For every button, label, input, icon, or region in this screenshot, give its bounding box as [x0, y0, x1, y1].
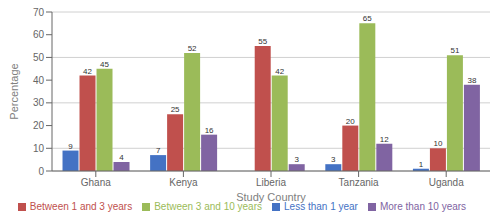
- svg-text:4: 4: [119, 153, 124, 162]
- svg-text:70: 70: [33, 7, 45, 18]
- svg-text:42: 42: [83, 67, 92, 76]
- html-text:More than 10 years: More than 10 years: [380, 201, 467, 212]
- html-text:Between 1 and 3 years: Between 1 and 3 years: [29, 201, 133, 212]
- svg-text:40: 40: [33, 75, 45, 86]
- svg-text:50: 50: [33, 52, 45, 63]
- svg-text:45: 45: [100, 60, 109, 69]
- svg-text:Percentage: Percentage: [8, 63, 20, 119]
- svg-text:65: 65: [363, 14, 372, 23]
- svg-text:Tanzania: Tanzania: [339, 177, 379, 188]
- svg-text:9: 9: [68, 142, 73, 151]
- svg-text:38: 38: [467, 76, 476, 85]
- html-text:Between 3 and 10 years: Between 3 and 10 years: [154, 201, 262, 212]
- svg-text:10: 10: [433, 139, 442, 148]
- svg-text:Liberia: Liberia: [256, 177, 286, 188]
- svg-text:Study Country: Study Country: [236, 191, 306, 203]
- svg-text:Uganda: Uganda: [429, 177, 464, 188]
- svg-text:Ghana: Ghana: [81, 177, 111, 188]
- svg-text:20: 20: [346, 117, 355, 126]
- svg-text:30: 30: [33, 97, 45, 108]
- svg-text:51: 51: [450, 46, 459, 55]
- svg-text:1: 1: [419, 160, 424, 169]
- svg-text:60: 60: [33, 29, 45, 40]
- svg-text:52: 52: [188, 44, 197, 53]
- svg-text:3: 3: [331, 155, 336, 164]
- svg-text:7: 7: [156, 146, 161, 155]
- svg-text:Kenya: Kenya: [169, 177, 198, 188]
- svg-text:42: 42: [275, 67, 284, 76]
- svg-text:55: 55: [258, 37, 267, 46]
- svg-text:12: 12: [380, 135, 389, 144]
- svg-text:3: 3: [294, 155, 299, 164]
- svg-text:25: 25: [171, 105, 180, 114]
- svg-text:10: 10: [33, 143, 45, 154]
- svg-text:0: 0: [38, 166, 44, 177]
- svg-text:20: 20: [33, 120, 45, 131]
- svg-text:16: 16: [205, 126, 214, 135]
- html-text:Less than 1 year: Less than 1 year: [284, 201, 358, 212]
